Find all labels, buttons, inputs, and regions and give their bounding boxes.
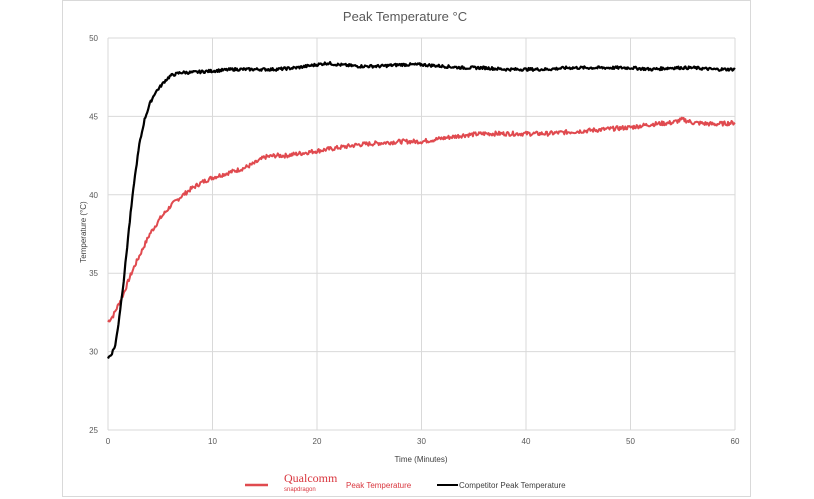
y-tick-labels: 25 30 35 40 45 50 (89, 34, 98, 435)
y-tick-label: 45 (89, 112, 98, 121)
x-tick-label: 60 (731, 437, 740, 446)
gridlines (107, 37, 736, 431)
series-line-competitor (107, 61, 736, 359)
x-tick-label: 30 (417, 437, 426, 446)
legend-label-competitor: Competitor Peak Temperature (459, 481, 566, 490)
x-axis-label: Time (Minutes) (394, 455, 447, 464)
x-tick-label: 10 (208, 437, 217, 446)
x-tick-label: 40 (522, 437, 531, 446)
x-tick-labels: 0 10 20 30 40 50 60 (106, 437, 740, 446)
y-tick-label: 40 (89, 191, 98, 200)
series-line-peak-temperature (107, 116, 736, 323)
chart-title: Peak Temperature °C (343, 9, 467, 24)
y-tick-label: 25 (89, 426, 98, 435)
qualcomm-logo: Qualcomm (284, 471, 338, 485)
series-lines (107, 61, 736, 359)
snapdragon-logo-text: snapdragon (284, 487, 316, 493)
x-tick-label: 0 (106, 437, 111, 446)
legend-label-peak-temperature: Peak Temperature (346, 481, 412, 490)
y-axis-label: Temperature (°C) (79, 201, 88, 263)
y-tick-label: 50 (89, 34, 98, 43)
y-tick-label: 30 (89, 348, 98, 357)
x-tick-label: 20 (313, 437, 322, 446)
legend: Qualcomm snapdragon Peak Temperature Com… (245, 471, 566, 493)
x-tick-label: 50 (626, 437, 635, 446)
chart-frame (62, 0, 751, 497)
y-tick-label: 35 (89, 269, 98, 278)
